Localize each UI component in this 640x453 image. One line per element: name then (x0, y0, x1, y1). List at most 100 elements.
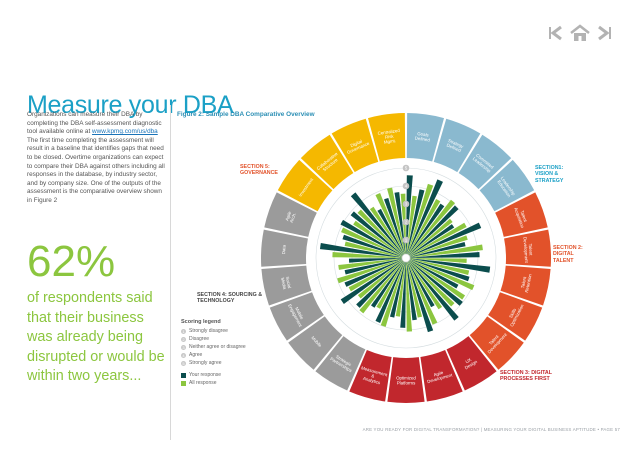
scale-marker (402, 182, 410, 190)
scale-marker (402, 200, 410, 208)
bar-your-response (406, 222, 482, 258)
legend-label: Agree (189, 352, 203, 358)
ring-segment (458, 134, 512, 190)
bar-your-response (340, 258, 406, 304)
bar-your-response (375, 258, 406, 323)
bar-your-response (350, 192, 406, 258)
bar-all-response (406, 258, 455, 307)
bar-your-response (377, 208, 406, 258)
bar-your-response (406, 258, 459, 321)
ring-segment-label: GoalsDefined (415, 131, 432, 143)
ring-segment-label: Optimized Platforms (396, 376, 416, 386)
chart-center (401, 253, 411, 263)
bar-all-response (369, 206, 406, 258)
scale-label: 1 (405, 238, 408, 243)
page-footer: ARE YOU READY FOR DIGITAL TRANSFORMATION… (362, 427, 620, 432)
bar-all-response (341, 227, 406, 258)
bar-your-response (406, 258, 417, 321)
assessment-link[interactable]: www.kpmg.com/us/dba (92, 128, 158, 136)
bar-all-response (406, 258, 467, 263)
section-label-talent: SECTION 2: DIGITAL TALENT (553, 245, 583, 264)
bar-your-response (370, 258, 406, 308)
bar-your-response (406, 258, 435, 308)
bar-your-response (389, 258, 406, 318)
bar-all-response (406, 195, 417, 258)
ring-segment-label: TalentRetention (519, 272, 533, 293)
legend-num: 4 (181, 352, 186, 358)
bar-your-response (400, 258, 406, 328)
legend-label: Strongly disagree (189, 328, 228, 334)
ring-segment (495, 192, 548, 237)
stat-text: of respondents said that their business … (27, 290, 165, 384)
legend-series-your: Your response (181, 371, 246, 379)
bar-all-response (395, 258, 406, 317)
scale-label: 5 (405, 166, 408, 171)
home-icon[interactable] (569, 24, 591, 47)
legend-label: Disagree (189, 336, 210, 342)
bar-all-response (357, 258, 406, 299)
bar-your-response (350, 211, 406, 258)
intro-paragraph: Organizations can measure their DBA by c… (27, 111, 165, 206)
ring-segment (469, 316, 524, 370)
bar-all-response (406, 218, 453, 258)
chevron-left-icon[interactable] (548, 25, 566, 46)
ring-segment (261, 229, 308, 267)
legend-num: 5 (181, 360, 186, 366)
legend-swatch (181, 380, 186, 386)
bar-your-response (319, 242, 406, 258)
ring-segment (349, 350, 392, 402)
page-navigation (548, 24, 612, 47)
legend-row: 4 Agree (181, 351, 246, 359)
bar-all-response (348, 258, 406, 292)
bar-all-response (338, 258, 406, 270)
ring-segment-label: StrategyDefined (445, 138, 465, 154)
legend-num: 3 (181, 344, 186, 350)
ring-segment (277, 159, 333, 212)
ring-segment (261, 265, 312, 306)
ring-segment (387, 357, 425, 403)
bar-all-response (353, 220, 406, 258)
legend-row: 5 Strongly agree (181, 359, 246, 367)
bar-all-response (337, 258, 406, 284)
legend-label: Neither agree or disagree (189, 344, 246, 350)
bar-your-response (406, 179, 443, 258)
ring-segment (288, 316, 343, 370)
bar-your-response (406, 241, 466, 258)
legend-title: Scoring legend (181, 319, 221, 325)
bar-your-response (348, 258, 406, 263)
ring-segment (264, 192, 317, 237)
stat-value: 62% (27, 237, 116, 286)
legend-label: Strongly agree (189, 360, 222, 366)
scale-label: 2 (405, 220, 408, 225)
bar-your-response (406, 224, 455, 258)
figure-title: Figure 2: Sample DBA Comparative Overvie… (177, 111, 315, 118)
legend-row: 3 Neither agree or disagree (181, 343, 246, 351)
bar-all-response (406, 258, 466, 300)
section-label-vision: SECTION1: VISION & STRATEGY (535, 165, 564, 184)
bar-all-response (332, 251, 406, 258)
section-label-processes: SECTION 3: DIGITAL PROCESSES FIRST (500, 370, 552, 383)
bar-all-response (406, 258, 470, 276)
legend-series-label: All response (189, 380, 217, 386)
ring-segment (269, 292, 324, 341)
bar-all-response (357, 209, 406, 258)
bar-your-response (406, 258, 434, 333)
bar-all-response (375, 193, 406, 258)
ring-segment-label: AgileArch. (284, 210, 297, 223)
scale-marker (402, 236, 410, 244)
bar-all-response (406, 183, 434, 258)
scale-label: 4 (405, 184, 408, 189)
scale-label: 3 (405, 202, 408, 207)
bar-your-response (406, 258, 491, 273)
bar-your-response (356, 258, 406, 308)
chevron-right-icon[interactable] (594, 25, 612, 46)
bar-all-response (406, 258, 413, 332)
ring-segment (446, 336, 497, 391)
bar-your-response (406, 189, 425, 258)
bar-all-response (406, 258, 423, 318)
page-title: Measure your DBA (27, 90, 234, 119)
ring-segment-label: TalentDevelopment (522, 236, 534, 263)
bar-all-response (344, 241, 406, 258)
bar-all-response (406, 199, 456, 258)
